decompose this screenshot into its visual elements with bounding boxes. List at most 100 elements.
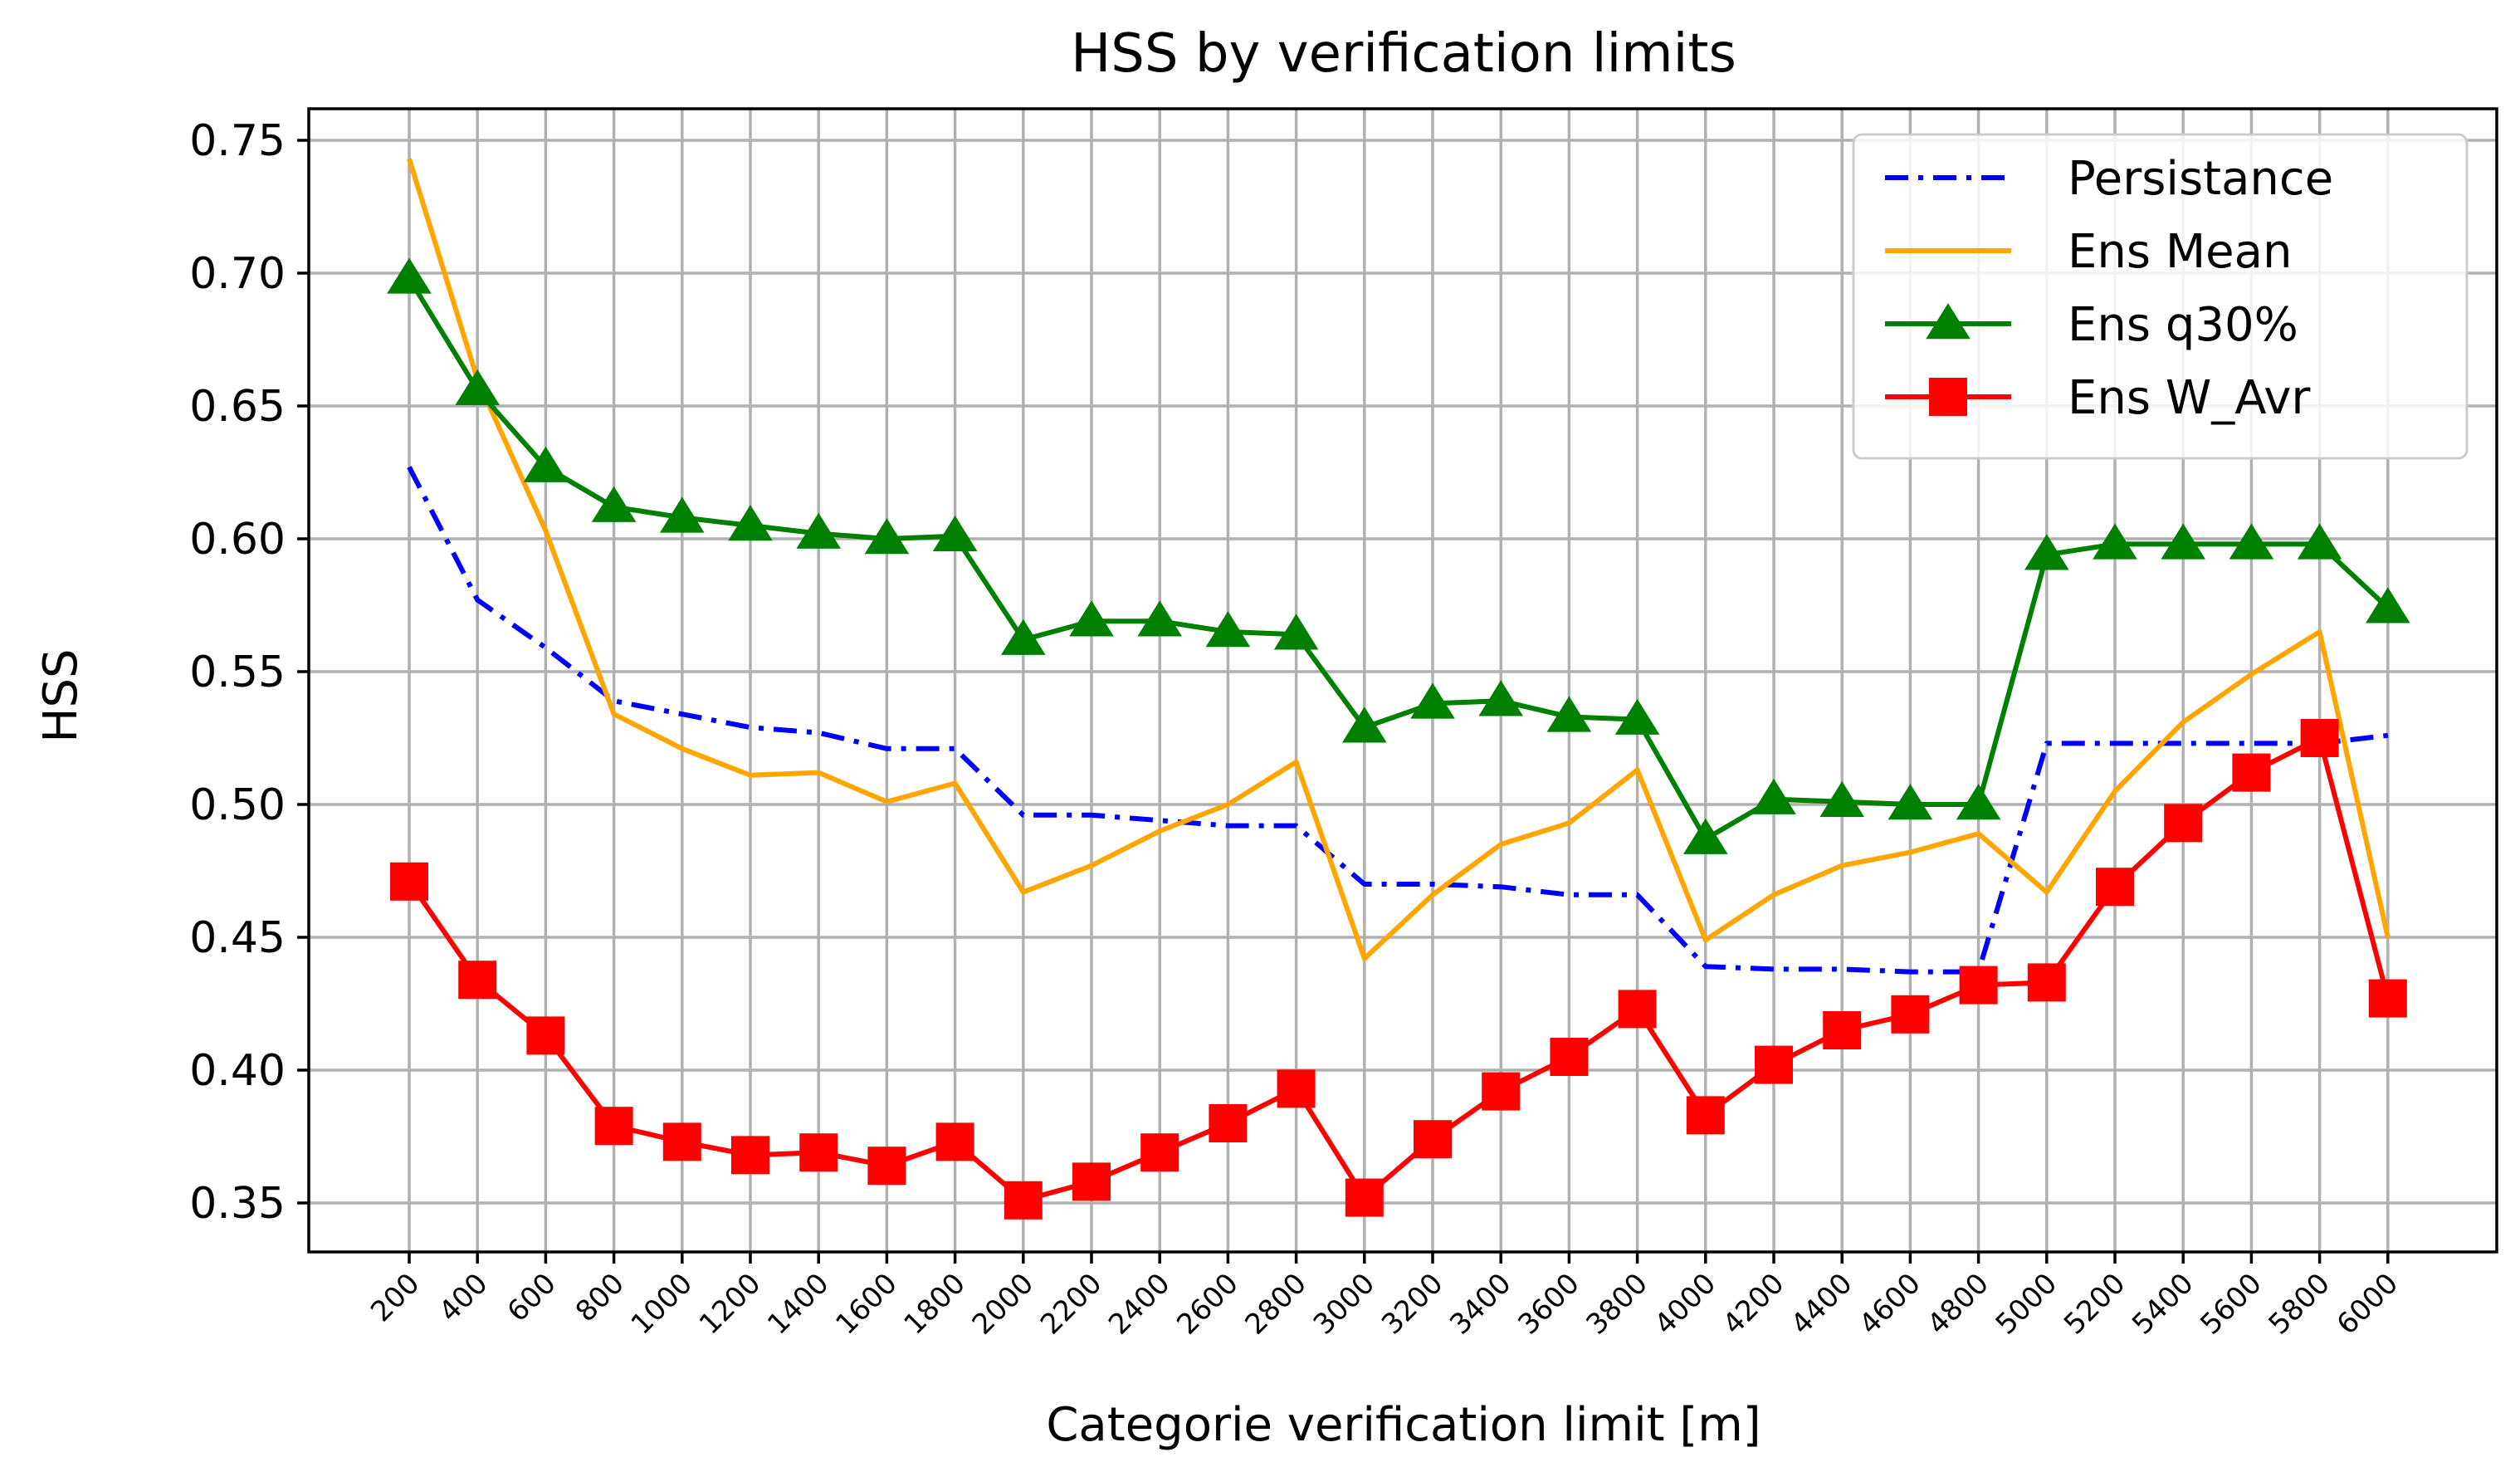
- data-point: [1819, 780, 1864, 818]
- data-point: [935, 1122, 974, 1161]
- data-point: [1072, 1162, 1111, 1201]
- data-point: [458, 961, 497, 1000]
- data-point: [2232, 753, 2271, 792]
- data-point: [2297, 523, 2342, 560]
- data-point: [2027, 963, 2066, 1002]
- chart-title: HSS by verification limits: [1071, 23, 1736, 85]
- series-layer: [387, 158, 2410, 1220]
- y-tick-label: 0.40: [189, 1046, 286, 1096]
- data-point: [1755, 1045, 1793, 1084]
- data-point: [2093, 523, 2137, 560]
- legend-entry: Ens q30%: [1885, 298, 2298, 352]
- legend-box: [1852, 133, 2469, 460]
- data-point: [2161, 523, 2205, 560]
- data-point: [1277, 1069, 1316, 1108]
- x-tick-label: 800: [569, 1267, 631, 1328]
- data-point: [1614, 698, 1660, 735]
- data-point: [1618, 990, 1657, 1029]
- y-tick-label: 0.50: [189, 780, 286, 830]
- data-point: [1345, 1178, 1384, 1217]
- y-tick-label: 0.35: [189, 1179, 286, 1229]
- x-tick-label: 2600: [1170, 1267, 1244, 1341]
- data-point: [867, 1147, 906, 1186]
- legend-marker: [1926, 303, 1971, 340]
- x-tick-label: 600: [501, 1267, 563, 1328]
- data-point: [1959, 966, 1998, 1005]
- data-point: [523, 446, 569, 482]
- x-tick-label: 4800: [1921, 1267, 1995, 1341]
- data-point: [2366, 587, 2410, 623]
- data-point: [1069, 600, 1114, 637]
- data-point: [2164, 804, 2203, 843]
- data-point: [591, 486, 637, 522]
- x-tick-label: 200: [364, 1267, 426, 1328]
- data-point: [731, 1136, 769, 1175]
- data-point: [1888, 784, 1933, 820]
- y-tick-label: 0.55: [189, 648, 286, 697]
- x-tick-label: 3800: [1580, 1267, 1653, 1341]
- data-point: [1137, 600, 1182, 637]
- grid-lines: [309, 109, 2497, 1252]
- data-point: [1140, 1133, 1179, 1172]
- data-point: [2229, 523, 2274, 560]
- data-point: [1478, 680, 1523, 716]
- series-ens-mean: [407, 158, 2391, 961]
- data-point: [1482, 1072, 1521, 1111]
- legend-entry: Persistance: [1885, 152, 2333, 206]
- x-tick-label: 400: [432, 1267, 494, 1328]
- x-tick-label: 5800: [2262, 1267, 2336, 1341]
- x-tick-label: 1200: [693, 1267, 767, 1341]
- plot-frame: [307, 107, 2498, 1254]
- data-point: [796, 512, 841, 549]
- y-tick-label: 0.45: [189, 913, 286, 963]
- x-tick-label: 2200: [1034, 1267, 1108, 1341]
- data-point: [594, 1107, 633, 1146]
- data-point: [660, 496, 705, 533]
- y-tick-label: 0.65: [189, 382, 286, 432]
- x-tick-label: 3200: [1375, 1267, 1449, 1341]
- x-tick-label: 4600: [1853, 1267, 1927, 1341]
- data-point: [662, 1122, 701, 1161]
- legend-label: Ens Mean: [2068, 225, 2292, 279]
- y-axis: 0.35 0.40 0.45 0.50 0.55 0.60 0.65 0.70 0.75: [189, 116, 309, 1229]
- data-point: [1956, 784, 2001, 820]
- data-point: [1410, 682, 1455, 719]
- x-tick-label: 2000: [966, 1267, 1040, 1341]
- legend-entry: Ens W_Avr: [1885, 371, 2311, 425]
- x-tick-label: 2800: [1238, 1267, 1312, 1341]
- y-tick-label: 0.60: [189, 515, 286, 565]
- legend-marker: [1929, 378, 1967, 416]
- legend-label: Ens q30%: [2068, 298, 2298, 352]
- data-point: [1891, 995, 1930, 1034]
- data-point: [1342, 706, 1387, 743]
- x-tick-label: 2400: [1102, 1267, 1176, 1341]
- legend-entry: Ens Mean: [1885, 225, 2292, 279]
- x-tick-label: 4000: [1648, 1267, 1722, 1341]
- x-tick-label: 1400: [761, 1267, 835, 1341]
- data-point: [390, 862, 428, 901]
- x-tick-label: 3000: [1307, 1267, 1381, 1341]
- data-point: [728, 505, 773, 541]
- data-point: [1414, 1120, 1452, 1159]
- data-point: [1683, 818, 1728, 854]
- data-point: [1546, 696, 1592, 732]
- data-point: [1686, 1096, 1725, 1135]
- x-tick-label: 3600: [1512, 1267, 1585, 1341]
- x-tick-label: 1600: [829, 1267, 903, 1341]
- data-point: [1004, 1181, 1043, 1220]
- series-line: [407, 466, 2389, 975]
- series-ens-q30-: [387, 257, 2410, 854]
- data-point: [1550, 1038, 1589, 1076]
- series-ens-w-avr: [390, 719, 2407, 1220]
- x-tick-label: 5200: [2058, 1267, 2132, 1341]
- x-tick-label: 5400: [2126, 1267, 2200, 1341]
- legend: Persistance Ens Mean Ens q30% Ens W_Avr: [1852, 133, 2469, 460]
- legend-label: Ens W_Avr: [2068, 371, 2311, 425]
- data-point: [2368, 979, 2407, 1018]
- x-tick-label: 4400: [1785, 1267, 1858, 1341]
- series-line: [407, 158, 2391, 961]
- y-tick-label: 0.75: [189, 116, 286, 166]
- y-axis-label: HSS: [34, 648, 88, 742]
- series-line: [407, 736, 2391, 1203]
